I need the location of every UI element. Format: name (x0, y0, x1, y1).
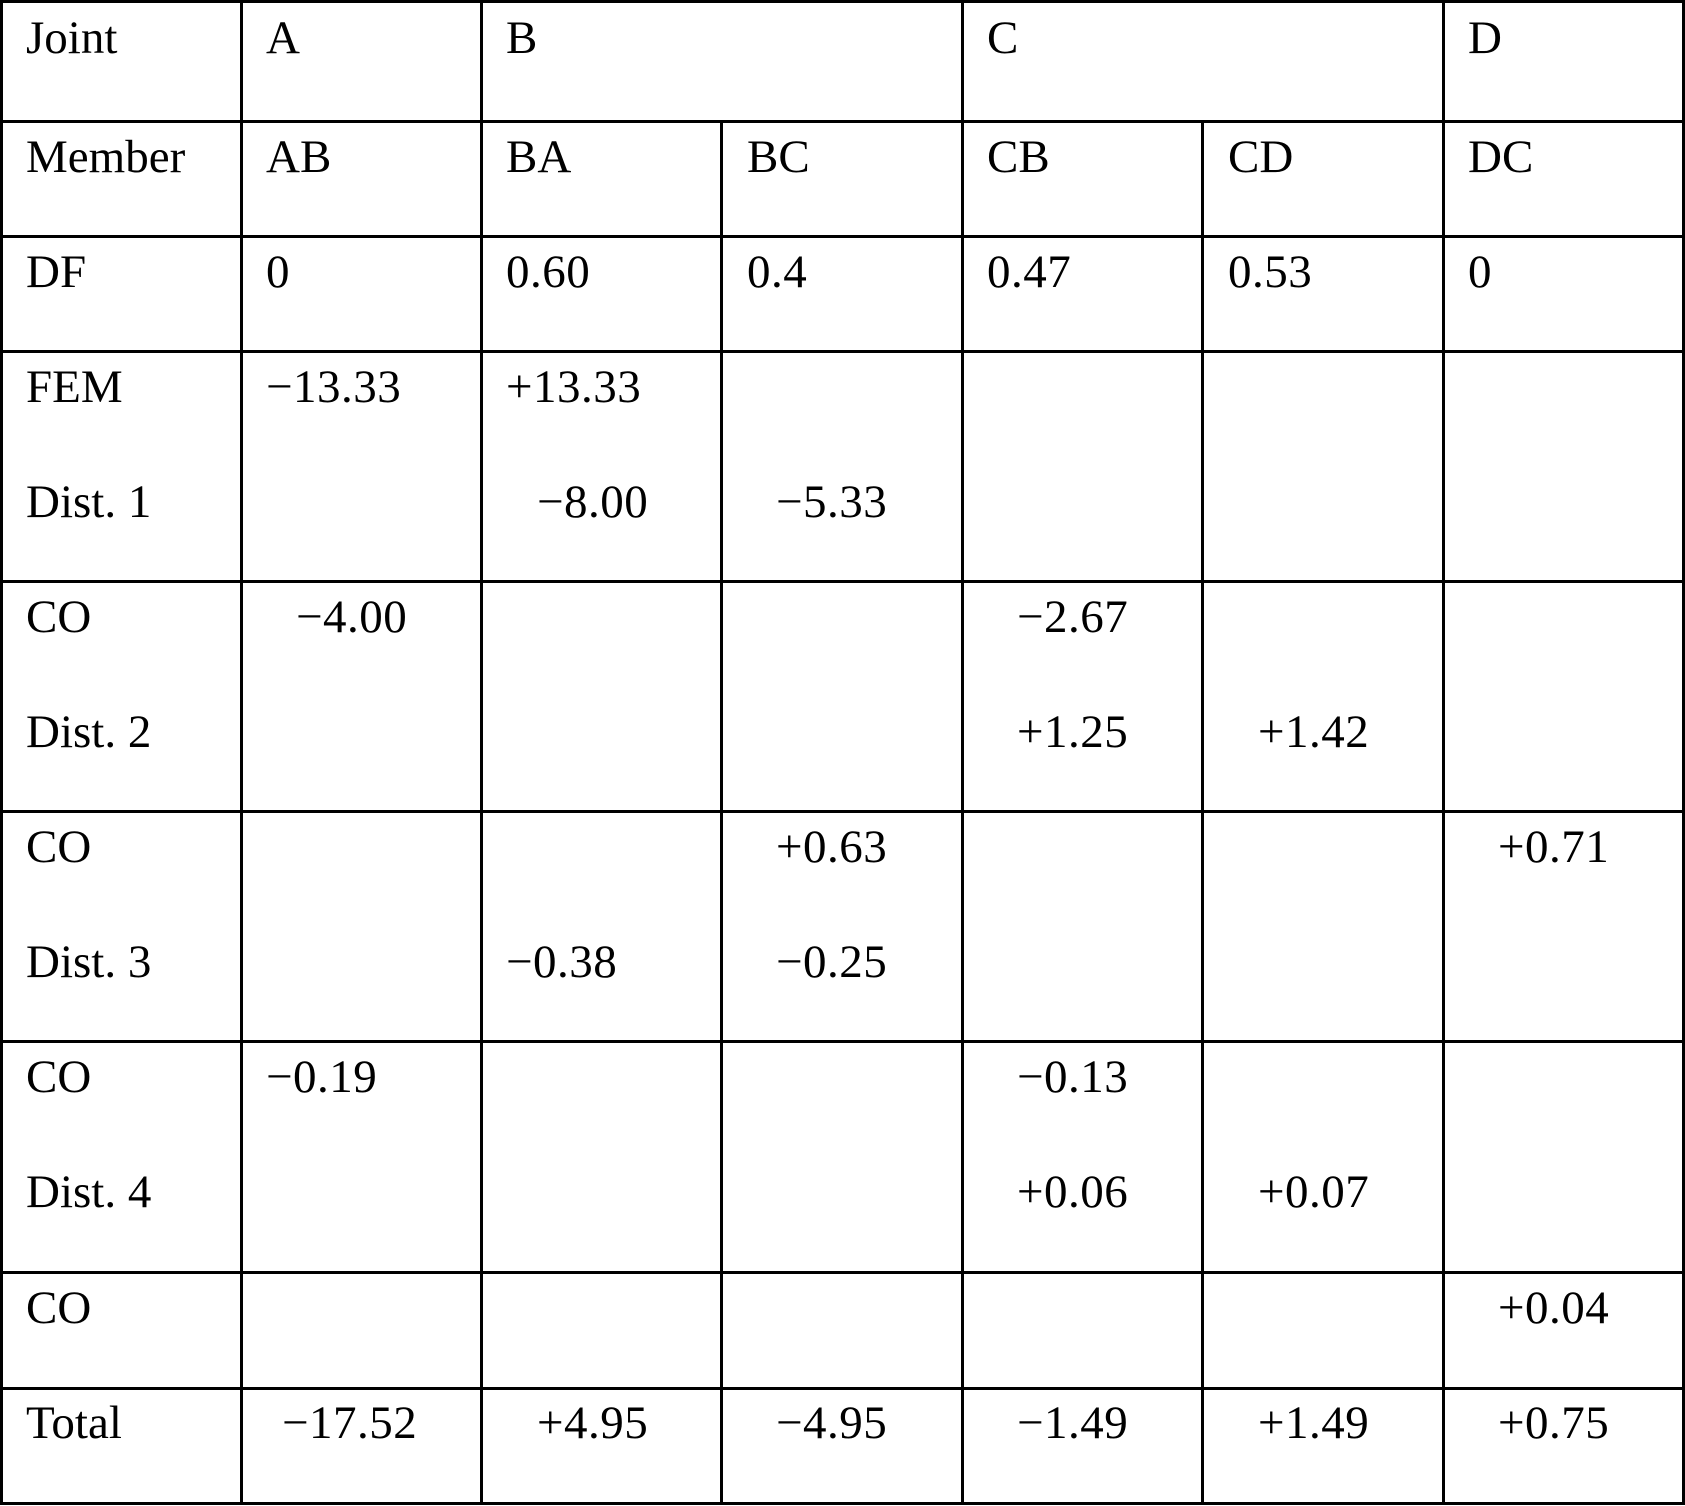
co1-cb: −2.67 (1017, 591, 1129, 643)
grid-line (480, 0, 483, 1505)
fem-ba: +13.33 (506, 361, 642, 413)
row-label-co: CO (26, 1051, 92, 1103)
grid-line (0, 350, 1685, 353)
df-dc: 0 (1468, 246, 1492, 298)
grid-line (0, 0, 3, 1505)
co3-ab: −0.19 (266, 1051, 378, 1103)
grid-line (0, 1271, 1685, 1274)
total-cb: −1.49 (1017, 1397, 1129, 1449)
member-cb: CB (987, 131, 1050, 183)
grid-line (720, 120, 723, 1505)
grid-line (1201, 120, 1204, 1505)
grid-line (0, 120, 1685, 123)
total-ba: +4.95 (537, 1397, 649, 1449)
dist2-cb: +1.25 (1017, 706, 1129, 758)
row-label-joint: Joint (26, 12, 118, 64)
fem-ab: −13.33 (266, 361, 402, 413)
df-cb: 0.47 (987, 246, 1072, 298)
grid-line (0, 810, 1685, 813)
row-label-total: Total (26, 1397, 122, 1449)
row-label-co: CO (26, 591, 92, 643)
grid-line (1682, 0, 1685, 1505)
row-label-co: CO (26, 1282, 92, 1334)
row-label-dist-3: Dist. 3 (26, 936, 152, 988)
grid-line (0, 1387, 1685, 1390)
row-label-dist-1: Dist. 1 (26, 476, 152, 528)
row-label-member: Member (26, 131, 186, 183)
member-dc: DC (1468, 131, 1534, 183)
dist2-cd: +1.42 (1258, 706, 1370, 758)
member-cd: CD (1228, 131, 1294, 183)
joint-b: B (506, 12, 538, 64)
total-ab: −17.52 (282, 1397, 418, 1449)
grid-line (0, 235, 1685, 238)
dist1-bc: −5.33 (776, 476, 888, 528)
co2-bc: +0.63 (776, 821, 888, 873)
dist3-ba: −0.38 (506, 936, 618, 988)
total-bc: −4.95 (776, 1397, 888, 1449)
joint-a: A (266, 12, 300, 64)
row-label-fem: FEM (26, 361, 123, 413)
grid-line (961, 0, 964, 1505)
df-bc: 0.4 (747, 246, 808, 298)
total-cd: +1.49 (1258, 1397, 1370, 1449)
grid-line (0, 1502, 1685, 1505)
grid-line (0, 0, 1685, 3)
grid-line (240, 0, 243, 1505)
grid-line (0, 580, 1685, 583)
grid-line (1442, 0, 1445, 1505)
member-ab: AB (266, 131, 332, 183)
df-ba: 0.60 (506, 246, 591, 298)
dist4-cb: +0.06 (1017, 1166, 1129, 1218)
row-label-df: DF (26, 246, 87, 298)
member-bc: BC (747, 131, 810, 183)
dist4-cd: +0.07 (1258, 1166, 1370, 1218)
row-label-dist-4: Dist. 4 (26, 1166, 152, 1218)
row-label-dist-2: Dist. 2 (26, 706, 152, 758)
total-dc: +0.75 (1498, 1397, 1610, 1449)
dist3-bc: −0.25 (776, 936, 888, 988)
grid-line (0, 1040, 1685, 1043)
co3-cb: −0.13 (1017, 1051, 1129, 1103)
row-label-co: CO (26, 821, 92, 873)
member-ba: BA (506, 131, 572, 183)
df-cd: 0.53 (1228, 246, 1313, 298)
df-ab: 0 (266, 246, 290, 298)
co4-dc: +0.04 (1498, 1282, 1610, 1334)
co2-dc: +0.71 (1498, 821, 1610, 873)
joint-d: D (1468, 12, 1502, 64)
dist1-ba: −8.00 (537, 476, 649, 528)
joint-c: C (987, 12, 1019, 64)
co1-ab: −4.00 (296, 591, 408, 643)
